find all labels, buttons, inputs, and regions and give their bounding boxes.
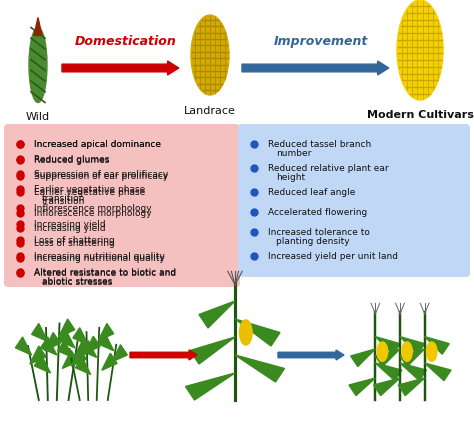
Text: Altered resistance to biotic and: Altered resistance to biotic and (34, 269, 176, 278)
Text: Increased apical dominance: Increased apical dominance (34, 140, 161, 149)
FancyArrow shape (130, 350, 197, 360)
Ellipse shape (239, 320, 252, 345)
Text: abiotic stresses: abiotic stresses (42, 277, 112, 286)
Polygon shape (398, 378, 425, 396)
FancyBboxPatch shape (238, 124, 470, 277)
Polygon shape (102, 353, 117, 370)
Ellipse shape (191, 15, 229, 95)
FancyArrow shape (242, 61, 389, 75)
Polygon shape (34, 355, 51, 373)
Polygon shape (59, 330, 75, 348)
Polygon shape (190, 337, 235, 364)
Polygon shape (374, 378, 400, 396)
Polygon shape (32, 323, 48, 341)
Text: Increasing nutritional quality: Increasing nutritional quality (34, 252, 165, 261)
Polygon shape (400, 363, 427, 381)
Text: Reduced tassel branch: Reduced tassel branch (268, 140, 371, 149)
Polygon shape (425, 337, 449, 354)
Text: Reduced glumes: Reduced glumes (34, 156, 109, 165)
Text: transition: transition (42, 194, 85, 203)
FancyBboxPatch shape (4, 124, 240, 287)
Polygon shape (34, 18, 42, 35)
Text: number: number (276, 149, 311, 158)
Text: Landrace: Landrace (184, 106, 236, 116)
Text: Increasing nutritional quality: Increasing nutritional quality (34, 254, 165, 263)
Text: Modern Cultivars: Modern Cultivars (366, 110, 474, 120)
Polygon shape (41, 337, 57, 355)
Polygon shape (73, 341, 89, 360)
Polygon shape (349, 378, 375, 396)
Polygon shape (375, 337, 400, 354)
Polygon shape (199, 301, 235, 328)
Polygon shape (185, 373, 235, 400)
Text: Altered resistance to biotic and: Altered resistance to biotic and (34, 268, 176, 277)
Polygon shape (112, 345, 128, 362)
Text: Improvement: Improvement (274, 35, 368, 48)
Polygon shape (30, 346, 46, 364)
Polygon shape (82, 341, 97, 357)
Polygon shape (73, 328, 88, 345)
Text: Increased yield per unit land: Increased yield per unit land (268, 252, 398, 261)
Text: Increased tolerance to: Increased tolerance to (268, 228, 370, 237)
FancyArrow shape (278, 350, 344, 360)
Polygon shape (99, 323, 114, 341)
Ellipse shape (427, 342, 437, 361)
Polygon shape (425, 363, 451, 381)
Text: Reduced leaf angle: Reduced leaf angle (268, 188, 356, 197)
Text: Reduced relative plant ear: Reduced relative plant ear (268, 164, 389, 173)
Text: Wild: Wild (26, 112, 50, 122)
Polygon shape (99, 334, 114, 351)
Polygon shape (62, 351, 78, 368)
Text: Increasing yield: Increasing yield (34, 224, 106, 233)
Polygon shape (58, 341, 73, 357)
Text: Inflorescence morphology: Inflorescence morphology (34, 204, 152, 213)
Text: Earlier vegetative phase: Earlier vegetative phase (34, 185, 145, 194)
Text: Increased apical dominance: Increased apical dominance (34, 140, 161, 149)
Ellipse shape (377, 342, 388, 361)
Polygon shape (235, 355, 284, 382)
Ellipse shape (402, 342, 412, 361)
Text: abiotic stresses: abiotic stresses (42, 278, 112, 287)
Text: Accelerated flowering: Accelerated flowering (268, 208, 367, 217)
Text: Increasing yield: Increasing yield (34, 220, 106, 229)
Polygon shape (71, 349, 86, 366)
Text: Inflorescence morphology: Inflorescence morphology (34, 209, 152, 218)
Text: Earlier vegetative phase: Earlier vegetative phase (34, 188, 145, 197)
Polygon shape (44, 333, 60, 351)
Text: Domestication: Domestication (75, 35, 177, 48)
Text: transition: transition (42, 197, 85, 206)
Polygon shape (375, 363, 402, 381)
Text: Suppression of ear prolificacy: Suppression of ear prolificacy (34, 172, 168, 181)
Polygon shape (75, 357, 91, 375)
Polygon shape (85, 336, 100, 353)
Text: Loss of shattering: Loss of shattering (34, 239, 115, 248)
Text: height: height (276, 173, 305, 182)
Polygon shape (400, 349, 425, 367)
FancyArrow shape (62, 61, 179, 75)
Text: Reduced glumes: Reduced glumes (34, 155, 109, 164)
Text: Loss of shattering: Loss of shattering (34, 236, 115, 245)
Polygon shape (59, 319, 75, 337)
Polygon shape (351, 349, 375, 367)
Polygon shape (235, 319, 280, 346)
Text: planting density: planting density (276, 237, 350, 246)
Text: Suppression of ear prolificacy: Suppression of ear prolificacy (34, 170, 168, 179)
Polygon shape (15, 337, 32, 355)
Polygon shape (375, 349, 400, 367)
Polygon shape (400, 337, 425, 354)
Ellipse shape (397, 0, 443, 100)
Ellipse shape (29, 27, 47, 102)
